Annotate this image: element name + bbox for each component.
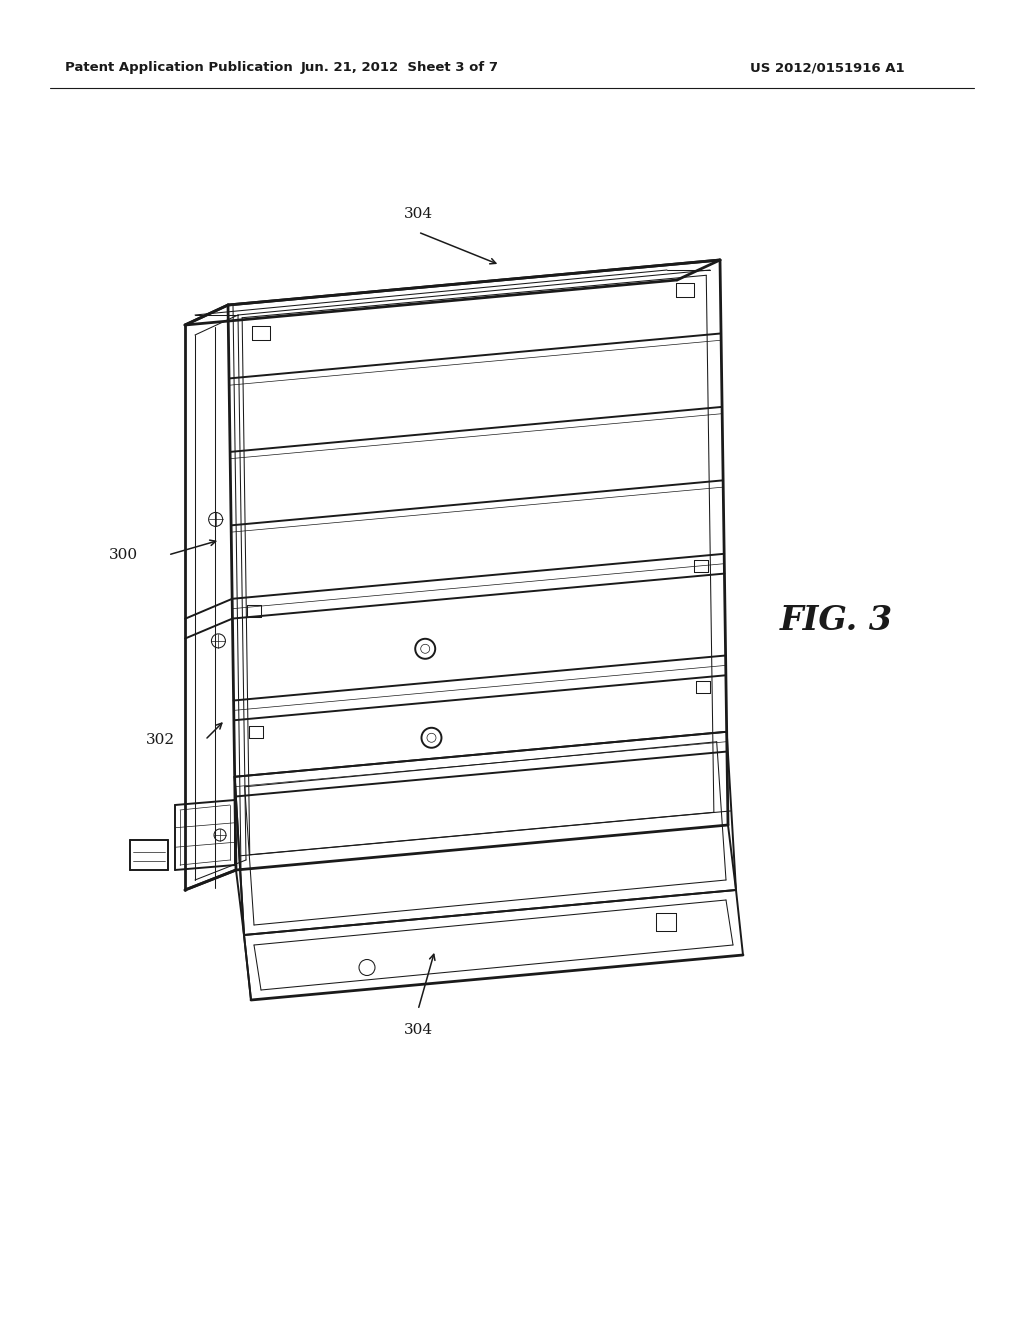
Text: FIG. 3: FIG. 3: [780, 603, 893, 636]
Text: Jun. 21, 2012  Sheet 3 of 7: Jun. 21, 2012 Sheet 3 of 7: [301, 62, 499, 74]
Text: Patent Application Publication: Patent Application Publication: [65, 62, 293, 74]
Text: 304: 304: [403, 1023, 432, 1038]
Text: US 2012/0151916 A1: US 2012/0151916 A1: [750, 62, 904, 74]
Text: 304: 304: [403, 207, 432, 220]
Text: 302: 302: [145, 733, 175, 747]
Text: 300: 300: [109, 548, 138, 562]
